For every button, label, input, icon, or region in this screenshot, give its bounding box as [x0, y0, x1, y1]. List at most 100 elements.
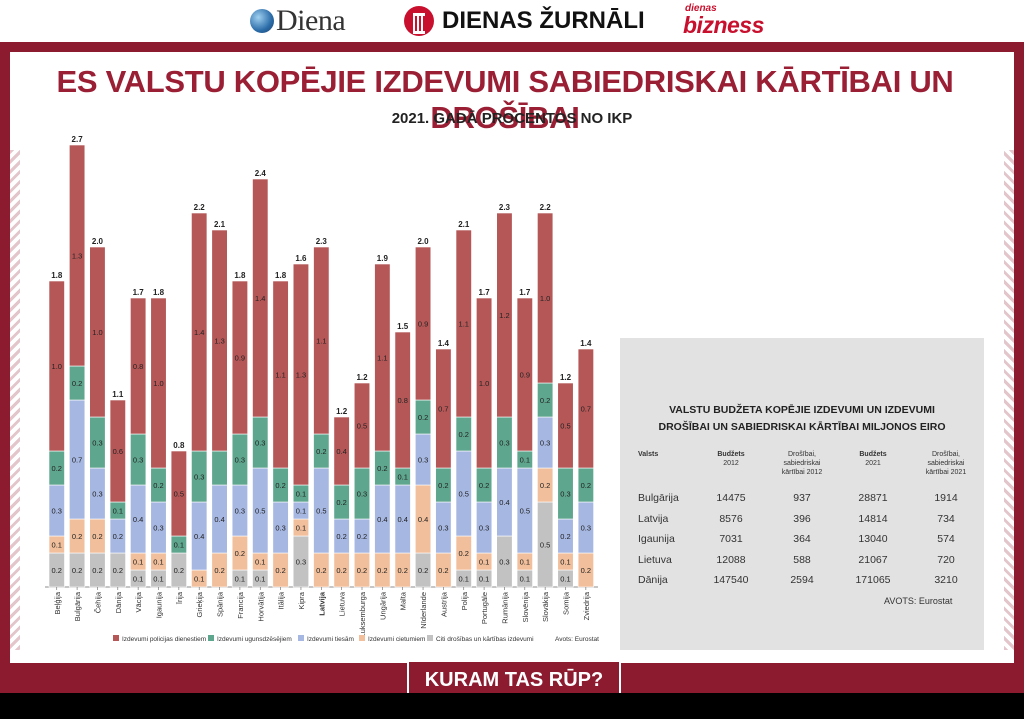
segment-label: 0.3	[92, 439, 102, 448]
category-label: Rumānija	[500, 591, 509, 624]
category-label: Zviedrija	[582, 591, 591, 620]
legend-swatch	[359, 635, 365, 641]
category-label: Lietuva	[338, 591, 347, 616]
segment-label: 0.3	[194, 473, 204, 482]
segment-label: 0.2	[92, 566, 102, 575]
table-column-header-line: 2021	[865, 460, 881, 467]
table-cell: 8576	[719, 512, 743, 525]
segment-label: 0.2	[581, 481, 591, 490]
table-row: Lietuva 12088 588 21067 720	[620, 554, 984, 574]
dienas-bizness-logo[interactable]: dienas bizness	[683, 4, 764, 38]
bar-segment	[48, 280, 65, 452]
segment-label: 0.2	[336, 566, 346, 575]
table-column-header-line: kārtībai 2021	[925, 469, 967, 476]
table-column-header: Budžets 2012	[706, 450, 756, 468]
segment-label: 0.4	[397, 515, 407, 524]
segment-label: 1.2	[499, 311, 509, 320]
category-label: Latvija	[317, 591, 326, 616]
table-column-header-line: Valsts	[638, 451, 659, 458]
segment-label: 0.1	[397, 473, 407, 482]
dienas-zurnali-logo[interactable]: DIENAS ŽURNĀLI	[404, 6, 645, 36]
table-column-header-line: Drošībai,	[787, 451, 816, 458]
kuram-tas-rup-banner[interactable]: KURAM TAS RŪP?	[407, 660, 621, 698]
bar-segment	[476, 297, 493, 469]
category-label: Francija	[236, 591, 245, 619]
segment-label: 0.7	[438, 405, 448, 414]
segment-label: 0.4	[133, 515, 143, 524]
table-cell: 364	[793, 533, 811, 545]
segment-label: 1.1	[459, 320, 469, 329]
segment-label: 1.1	[377, 354, 387, 363]
segment-label: 0.9	[235, 354, 245, 363]
bar-segment	[191, 212, 208, 452]
budget-table-source: AVOTS: Eurostat	[884, 596, 953, 606]
dienas-bizness-logo-big: bizness	[683, 12, 764, 38]
table-column-header-line: kārtībai 2012	[781, 469, 823, 476]
segment-label: 0.1	[153, 558, 163, 567]
segment-label: 0.1	[194, 575, 204, 584]
bar-segment	[333, 416, 350, 486]
budget-table-title-line1: VALSTU BUDŽETA KOPĒJIE IZDEVUMI UN IZDEV…	[669, 404, 935, 416]
legend-label: Izdevumi policijas dienestiem	[122, 636, 206, 643]
total-label: 1.8	[234, 271, 246, 280]
total-label: 1.8	[153, 288, 165, 297]
segment-label: 0.5	[459, 490, 469, 499]
segment-label: 0.3	[296, 558, 306, 567]
bar-segment	[414, 246, 432, 401]
dienas-zurnali-logo-text: DIENAS ŽURNĀLI	[442, 7, 645, 34]
segment-label: 0.3	[479, 524, 489, 533]
segment-label: 0.8	[397, 396, 407, 405]
table-cell: 21067	[858, 553, 888, 566]
total-label: 2.3	[499, 203, 511, 212]
segment-label: 0.3	[92, 490, 102, 499]
segment-label: 0.3	[133, 456, 143, 465]
category-label: Beļģija	[53, 591, 62, 614]
segment-label: 0.2	[214, 566, 224, 575]
bar-segment	[577, 348, 594, 469]
total-label: 1.6	[295, 254, 307, 263]
table-cell: Latvija	[638, 512, 669, 525]
segment-label: 0.4	[194, 532, 204, 541]
category-label: Luksemburga	[358, 591, 367, 637]
segment-label: 0.6	[113, 447, 123, 456]
category-label: Dānija	[114, 591, 123, 613]
segment-label: 0.3	[499, 558, 509, 567]
legend-label: Citi drošības un kārtības izdevumi	[436, 636, 534, 643]
legend-label: Izdevumi cietumiem	[368, 636, 425, 643]
legend-swatch	[208, 635, 214, 641]
segment-label: 1.0	[52, 362, 62, 371]
budget-table-title-line2: DROŠĪBAI UN SABIEDRISKAI KĀRTĪBAI MILJON…	[658, 421, 946, 433]
segment-label: 0.9	[418, 320, 428, 329]
table-cell: 1914	[934, 492, 958, 504]
segment-label: 0.1	[560, 575, 570, 584]
table-cell: 28871	[858, 492, 888, 504]
segment-label: 1.3	[214, 337, 224, 346]
table-column-header-line: sabiedriskai	[927, 460, 965, 467]
table-cell: 3210	[934, 574, 958, 586]
category-label: Igaunija	[155, 591, 164, 618]
category-label: Slovēnija	[521, 591, 530, 622]
category-label: Austrija	[439, 591, 448, 617]
bar-segment	[109, 399, 126, 503]
table-row: Latvija 8576 396 14814 734	[620, 513, 984, 533]
segment-label: 0.8	[133, 362, 143, 371]
bar-segment	[69, 144, 86, 367]
total-label: 2.3	[316, 237, 328, 246]
total-label: 0.8	[173, 441, 185, 450]
segment-label: 0.3	[275, 524, 285, 533]
segment-label: 0.2	[336, 532, 346, 541]
segment-label: 1.3	[296, 371, 306, 380]
diena-logo[interactable]: Diena	[250, 4, 346, 37]
decorative-pattern-left	[10, 150, 20, 650]
total-label: 1.2	[336, 407, 348, 416]
category-label: Bulgārija	[73, 591, 82, 621]
segment-label: 1.0	[92, 328, 102, 337]
segment-label: 0.1	[479, 558, 489, 567]
total-label: 2.1	[214, 220, 226, 229]
total-label: 1.1	[112, 390, 124, 399]
category-label: Kipra	[297, 591, 306, 609]
segment-label: 0.9	[520, 371, 530, 380]
segment-label: 0.3	[560, 490, 570, 499]
table-column-header: Valsts	[638, 450, 698, 459]
